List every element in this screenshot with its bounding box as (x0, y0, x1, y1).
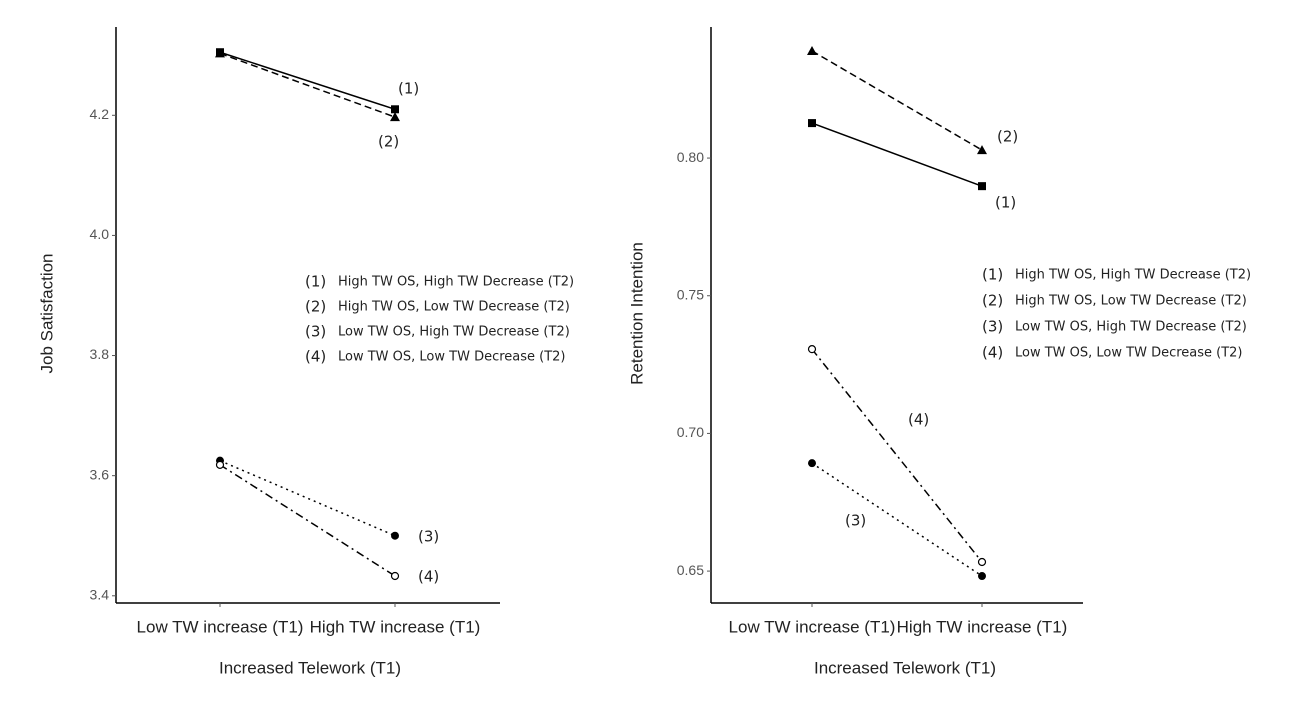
y-tick-label: 0.75 (677, 286, 704, 302)
y-tick-label: 3.4 (90, 586, 110, 602)
y-axis-title: Job Satisfaction (37, 253, 56, 373)
legend-label: Low TW OS, Low TW Decrease (T2) (338, 350, 566, 365)
marker (391, 105, 399, 114)
marker (808, 459, 816, 468)
series-line (219, 52, 396, 118)
legend-key: (2) (982, 292, 1003, 310)
x-axis-title: Increased Telework (T1) (814, 658, 996, 677)
legend-label: Low TW OS, High TW Decrease (T2) (1015, 320, 1247, 335)
series-annotation: (2) (997, 128, 1018, 146)
marker (977, 557, 987, 567)
y-tick-label: 0.70 (677, 424, 704, 440)
marker (808, 119, 816, 128)
legend-label: Low TW OS, High TW Decrease (T2) (338, 325, 570, 340)
marker (978, 182, 986, 191)
y-tick-label: 3.8 (90, 346, 110, 362)
marker (390, 112, 400, 122)
marker (807, 45, 817, 55)
x-tick-label: High TW increase (T1) (310, 617, 481, 636)
y-tick-label: 4.0 (90, 226, 110, 242)
y-tick-label: 0.65 (677, 562, 704, 578)
y-tick-label: 4.2 (90, 106, 110, 122)
series-line (811, 50, 983, 151)
series-annotation: (2) (378, 133, 399, 151)
x-axis-title: Increased Telework (T1) (219, 658, 401, 677)
series-annotation: (3) (845, 512, 866, 530)
legend-key: (1) (982, 266, 1003, 284)
y-axis-title: Retention Intention (627, 242, 646, 385)
y-tick-label: 3.6 (90, 466, 110, 482)
marker (391, 531, 399, 540)
series-line (219, 464, 396, 577)
series-line (219, 51, 396, 110)
legend-key: (1) (305, 273, 326, 291)
marker (978, 572, 986, 581)
marker (807, 345, 817, 354)
marker (215, 48, 225, 58)
series-annotation: (1) (398, 80, 419, 98)
legend-key: (4) (305, 348, 326, 366)
x-tick-label: Low TW increase (T1) (137, 617, 304, 636)
series-annotation: (1) (995, 194, 1016, 212)
x-tick-label: Low TW increase (T1) (729, 617, 896, 636)
series-line (811, 122, 983, 187)
legend-key: (3) (305, 323, 326, 341)
y-tick-label: 0.80 (677, 149, 704, 165)
series-line (219, 459, 396, 537)
marker (977, 145, 987, 155)
legend-label: High TW OS, High TW Decrease (T2) (338, 275, 574, 290)
legend-key: (3) (982, 318, 1003, 336)
x-tick-label: High TW increase (T1) (897, 617, 1068, 636)
series-annotation: (4) (418, 568, 439, 586)
series-annotation: (3) (418, 528, 439, 546)
legend-label: High TW OS, Low TW Decrease (T2) (1015, 294, 1247, 309)
legend-key: (4) (982, 344, 1003, 362)
series-line (811, 348, 983, 563)
legend-key: (2) (305, 298, 326, 316)
marker (215, 460, 225, 469)
legend-label: High TW OS, High TW Decrease (T2) (1015, 268, 1251, 283)
legend-label: Low TW OS, Low TW Decrease (T2) (1015, 346, 1243, 361)
legend-label: High TW OS, Low TW Decrease (T2) (338, 300, 570, 315)
marker (390, 571, 400, 581)
series-annotation: (4) (908, 411, 929, 429)
series-line (811, 462, 983, 577)
